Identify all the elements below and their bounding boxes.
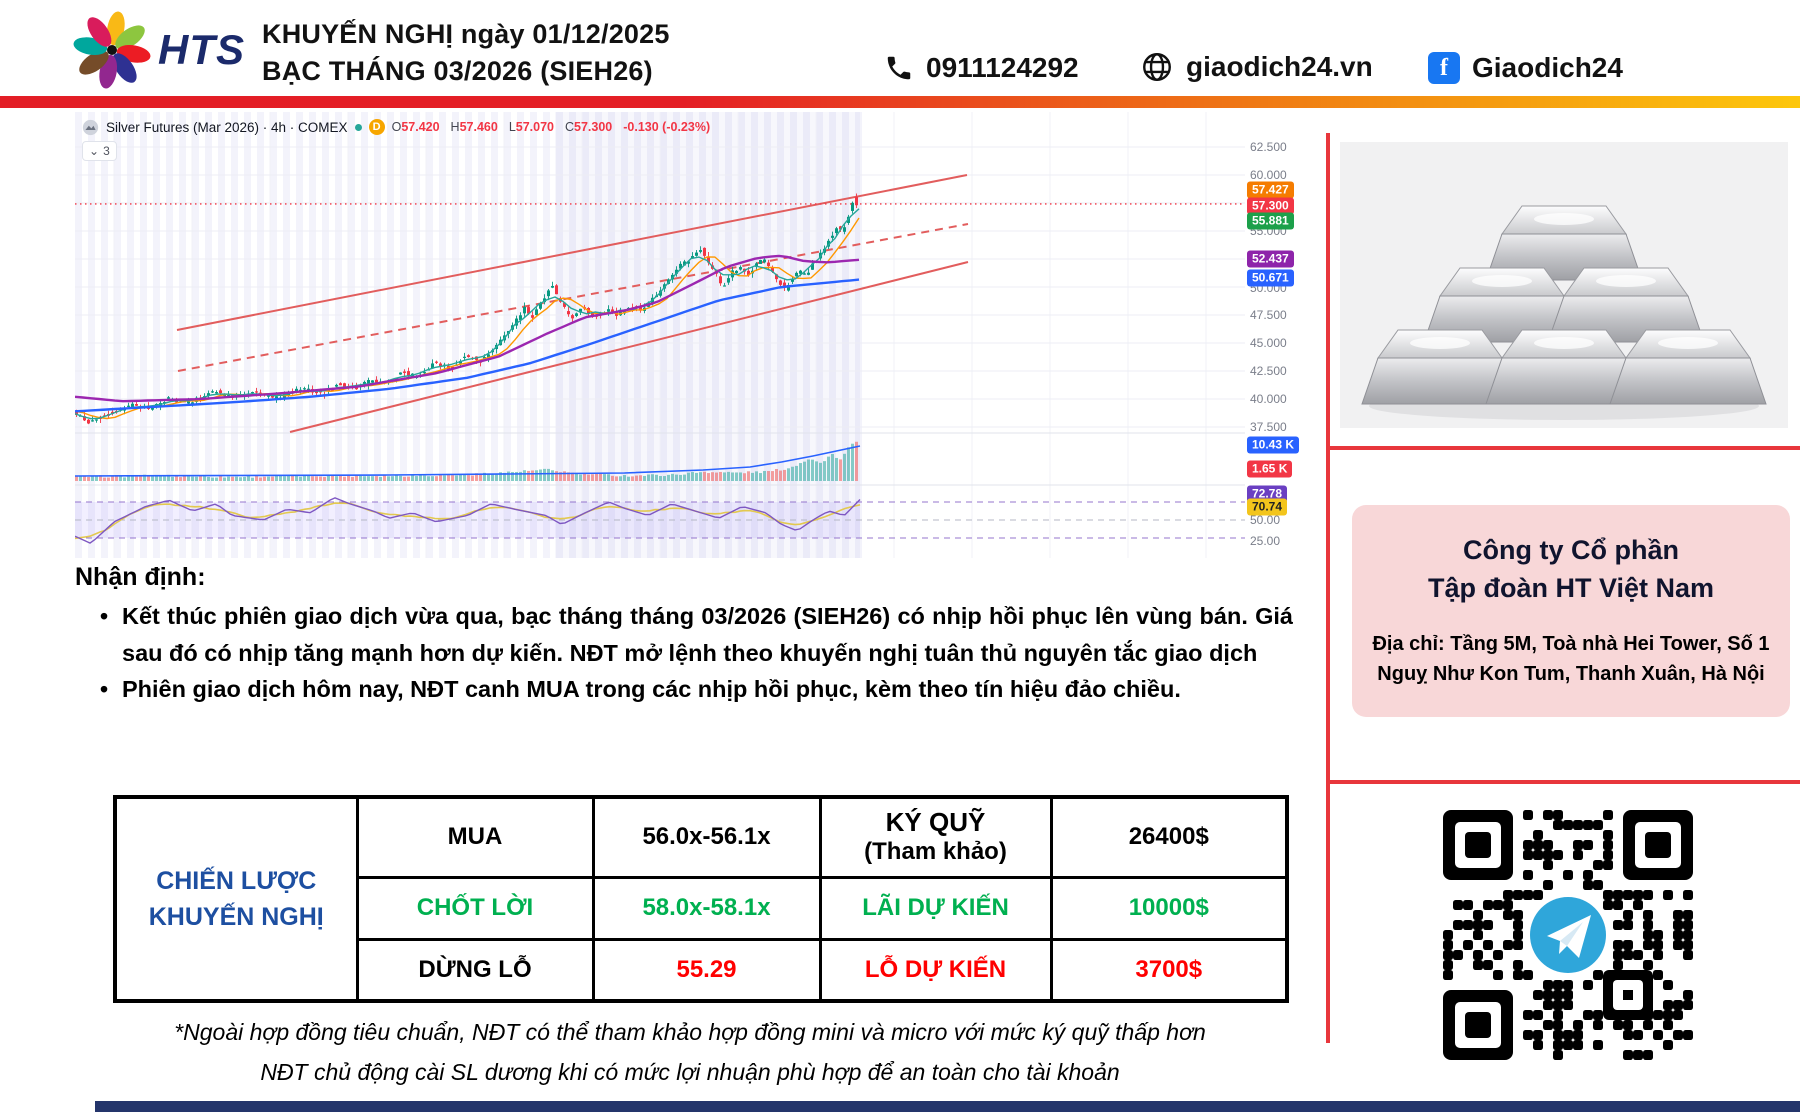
trend-channel [176, 174, 969, 433]
globe-icon [1143, 53, 1171, 81]
ohlc-close: C57.300 [565, 120, 613, 134]
panel-divider-2 [1326, 780, 1800, 784]
symbol-logo-icon [82, 119, 99, 135]
footnote-line-2: NĐT chủ động cài SL dương khi có mức lợi… [260, 1059, 1120, 1085]
axis-price-badge: 55.881 [1247, 212, 1294, 230]
axis-price-label: 40.000 [1250, 392, 1287, 406]
analysis-heading: Nhận định: [75, 563, 206, 591]
sl-value-cell: 55.29 [591, 937, 822, 1003]
indicators-count: 3 [103, 144, 110, 158]
interval-badge[interactable]: D [368, 119, 385, 135]
axis-price-label: 37.500 [1250, 420, 1287, 434]
company-name-line-1: Công ty Cổ phần [1463, 535, 1679, 565]
analysis-bullet-2: Phiên giao dịch hôm nay, NĐT canh MUA tr… [95, 671, 1293, 708]
strategy-label-cell: CHIẾN LƯỢC KHUYẾN NGHỊ [113, 795, 359, 1003]
price-chart [74, 112, 1245, 560]
ohlc-open: O57.420 [391, 120, 440, 134]
facebook-contact: f Giaodich24 [1428, 52, 1623, 84]
phone-icon [887, 56, 911, 80]
phone-number: 0911124292 [926, 52, 1079, 83]
profit-label-cell: LÃI DỰ KIẾN [818, 875, 1053, 941]
telegram-qr-code[interactable] [1443, 810, 1693, 1060]
axis-price-label: 62.500 [1250, 140, 1287, 154]
table-row-stop-loss: DỪNG LỖ 55.29 LỖ DỰ KIẾN 3700$ [115, 937, 1289, 1003]
header-gradient-divider [0, 96, 1800, 108]
table-row-take-profit: CHỐT LỜI 58.0x-58.1x LÃI DỰ KIẾN 10000$ [115, 875, 1289, 941]
rsi-pane [74, 497, 1245, 544]
indicators-collapse-button[interactable]: ⌄ 3 [82, 141, 117, 161]
axis-price-label: 47.500 [1250, 308, 1287, 322]
loss-value-cell: 3700$ [1049, 937, 1289, 1003]
axis-price-badge: 57.427 [1247, 181, 1294, 199]
company-name-line-2: Tập đoàn HT Việt Nam [1427, 573, 1715, 603]
hts-logo: HTS [70, 10, 270, 90]
ohlc-high: H57.460 [450, 120, 498, 134]
table-row-buy: CHIẾN LƯỢC KHUYẾN NGHỊ MUA 56.0x-56.1x KÝ… [113, 795, 1289, 1003]
axis-price-badge: 10.43 K [1247, 436, 1300, 454]
logo-text: HTS [158, 26, 245, 73]
report-title: KHUYẾN NGHỊ ngày 01/12/2025 BẠC THÁNG 03… [262, 16, 670, 90]
axis-price-badge: 70.74 [1247, 498, 1288, 516]
axis-price-label: 60.000 [1250, 168, 1287, 182]
loss-label-cell: LỖ DỰ KIẾN [818, 937, 1053, 1003]
company-address-line-1: Địa chỉ: Tầng 5M, Toà nhà Hei Tower, Số … [1372, 633, 1770, 655]
sl-label-cell: DỪNG LỖ [355, 937, 595, 1003]
axis-price-label: 45.000 [1250, 336, 1287, 350]
tp-label-cell: CHỐT LỜI [355, 875, 595, 941]
chart-canvas [74, 112, 1245, 558]
silver-ingot [1485, 205, 1643, 281]
phone-contact: 0911124292 [884, 52, 1079, 84]
chart-legend: Silver Futures (Mar 2026) · 4h · COMEX D… [82, 117, 710, 137]
axis-price-badge: 50.671 [1247, 269, 1294, 287]
price-change: -0.130 (-0.23%) [623, 120, 711, 134]
market-status-dot [354, 123, 362, 131]
company-info-card: Công ty Cổ phần Tập đoàn HT Việt Nam Địa… [1352, 505, 1790, 717]
axis-price-label: 25.00 [1250, 534, 1281, 548]
title-line-1: KHUYẾN NGHỊ ngày 01/12/2025 [262, 19, 670, 49]
margin-value-cell: 26400$ [1049, 795, 1289, 879]
session-stripes [75, 112, 862, 558]
strategy-table: CHIẾN LƯỢC KHUYẾN NGHỊ MUA 56.0x-56.1x KÝ… [113, 795, 1289, 1003]
telegram-icon [1526, 893, 1610, 977]
margin-label-cell: KÝ QUỸ (Tham khảo) [818, 795, 1053, 879]
facebook-text: Giaodich24 [1472, 52, 1623, 83]
profit-value-cell: 10000$ [1049, 875, 1289, 941]
hts-pinwheel-icon [73, 11, 151, 89]
tp-zone-cell: 58.0x-58.1x [591, 875, 822, 941]
grid [75, 112, 1245, 558]
silver-ingot [1609, 329, 1767, 405]
analysis-bullet-1: Kết thúc phiên giao dịch vừa qua, bạc th… [95, 598, 1293, 671]
website-contact: giaodich24.vn [1140, 50, 1373, 84]
website-text: giaodich24.vn [1186, 51, 1373, 82]
symbol-title: Silver Futures (Mar 2026) · 4h · COMEX [106, 119, 348, 135]
title-line-2: BẠC THÁNG 03/2026 (SIEH26) [262, 56, 653, 86]
ohlc-low: L57.070 [508, 120, 554, 134]
price-axis: 62.500 60.000 55.000 50.000 47.500 45.000 42.5… [1245, 112, 1309, 560]
axis-price-badge: 1.65 K [1247, 460, 1293, 478]
volume-pane [74, 441, 861, 481]
axis-price-label: 50.00 [1250, 513, 1281, 527]
footnote: *Ngoài hợp đồng tiêu chuẩn, NĐT có thể t… [95, 1012, 1285, 1092]
footnote-line-1: *Ngoài hợp đồng tiêu chuẩn, NĐT có thể t… [174, 1019, 1206, 1045]
header: HTS KHUYẾN NGHỊ ngày 01/12/2025 BẠC THÁN… [0, 0, 1800, 96]
chevron-down-icon: ⌄ [89, 144, 100, 158]
buy-label-cell: MUA [355, 795, 595, 879]
silver-ingot [1361, 329, 1519, 405]
bottom-accent-bar [95, 1101, 1800, 1112]
silver-bars-image [1340, 142, 1788, 428]
analysis-bullets: Kết thúc phiên giao dịch vừa qua, bạc th… [95, 598, 1293, 708]
axis-price-badge: 52.437 [1247, 250, 1294, 268]
axis-price-badge: 57.300 [1247, 197, 1294, 215]
axis-price-label: 42.500 [1250, 364, 1287, 378]
buy-zone-cell: 56.0x-56.1x [591, 795, 822, 879]
company-address-line-2: Nguỵ Như Kon Tum, Thanh Xuân, Hà Nội [1377, 663, 1765, 685]
panel-divider-vertical [1326, 133, 1330, 1043]
facebook-icon: f [1428, 52, 1460, 84]
panel-divider-1 [1326, 446, 1800, 450]
axis-price-badge: 72.78 [1247, 485, 1288, 503]
